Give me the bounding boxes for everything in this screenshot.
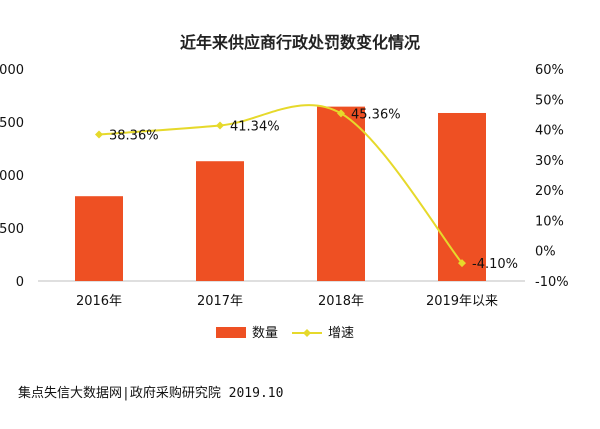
category-label: 2016年	[76, 294, 122, 309]
right-tick-label: 0%	[535, 245, 556, 260]
right-tick-label: 10%	[535, 214, 564, 229]
right-tick-label: 30%	[535, 154, 564, 169]
bar	[75, 196, 123, 281]
category-label: 2018年	[318, 294, 364, 309]
line-data-label: 38.36%	[109, 129, 159, 144]
line-data-label: 41.34%	[230, 120, 280, 135]
bar	[438, 112, 486, 282]
left-tick-label: 2000	[0, 63, 24, 78]
right-tick-label: 20%	[535, 184, 564, 199]
right-tick-label: 40%	[535, 124, 564, 139]
right-tick-label: 60%	[535, 63, 564, 78]
legend: 数量 增速	[216, 326, 354, 341]
growth-line	[98, 104, 463, 264]
right-tick-label: 50%	[535, 93, 564, 108]
legend-swatch-bar	[216, 327, 246, 338]
bar	[196, 161, 244, 281]
left-axis-ticks: 0 500 1000 1500 2000	[0, 63, 24, 290]
bar	[317, 106, 365, 281]
legend-swatch-marker	[303, 329, 311, 337]
line-data-label: -4.10%	[472, 257, 518, 272]
bar-series	[75, 106, 486, 282]
legend-label-bar: 数量	[252, 326, 278, 341]
line-point	[95, 130, 103, 139]
line-point	[458, 259, 466, 268]
line-data-label: 45.36%	[351, 107, 401, 122]
left-tick-label: 1000	[0, 169, 24, 184]
category-label: 2019年以来	[426, 294, 498, 309]
line-point	[337, 109, 345, 118]
growth-line-series	[95, 104, 466, 268]
left-tick-label: 1500	[0, 116, 24, 131]
line-point	[216, 121, 224, 130]
chart-title: 近年来供应商行政处罚数变化情况	[180, 33, 420, 52]
source-note: 集点失信大数据网|政府采购研究院 2019.10	[18, 386, 284, 401]
category-label: 2017年	[197, 294, 243, 309]
left-tick-label: 500	[0, 222, 24, 237]
category-labels: 2016年 2017年 2018年 2019年以来	[76, 294, 498, 309]
data-labels: 38.36% 41.34% 45.36% -4.10%	[109, 107, 518, 272]
right-axis-ticks: -10% 0% 10% 20% 30% 40% 50% 60%	[535, 63, 569, 290]
right-tick-label: -10%	[535, 275, 569, 290]
left-tick-label: 0	[16, 275, 24, 290]
legend-label-line: 增速	[328, 326, 354, 341]
